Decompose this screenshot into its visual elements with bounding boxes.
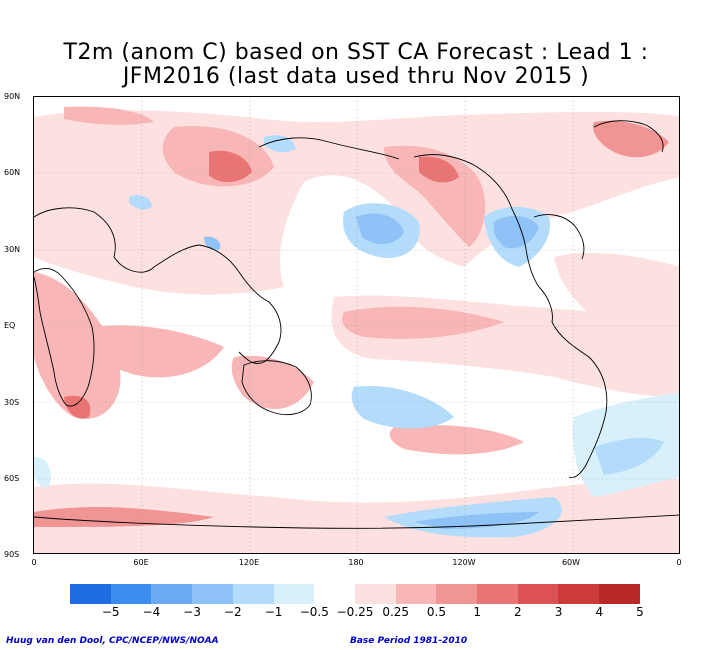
lon-label-0: 0 — [31, 558, 37, 567]
lat-label-30n: 30N — [4, 245, 21, 254]
cool-anomaly-regions — [34, 135, 679, 538]
colorbar-label: 0.25 — [382, 605, 410, 619]
lat-label-60n: 60N — [4, 168, 21, 177]
colorbar-label: 2 — [514, 605, 522, 619]
colorbar-swatch — [232, 584, 274, 604]
title-line-2: JFM2016 (last data used thru Nov 2015 ) — [122, 64, 590, 89]
footer-base-period: Base Period 1981-2010 — [350, 636, 468, 646]
lon-label-60w: 60W — [561, 558, 581, 567]
colorbar-label: −0.5 — [299, 605, 329, 619]
title-line-1: T2m (anom C) based on SST CA Forecast : … — [63, 40, 649, 65]
lat-label-30s: 30S — [4, 398, 20, 407]
colorbar-swatch — [354, 584, 396, 604]
colorbar-label: 3 — [554, 605, 563, 619]
colorbar-swatch — [273, 584, 315, 604]
colorbar-swatch — [151, 584, 193, 604]
graticule — [34, 97, 679, 553]
colorbar-swatch — [395, 584, 437, 604]
anomaly-map-svg — [34, 97, 679, 553]
colorbar-label: 4 — [595, 605, 604, 619]
lat-label-90n: 90N — [4, 92, 21, 101]
colorbar-swatch — [436, 584, 478, 604]
lon-label-120w: 120W — [452, 558, 476, 567]
colorbar-label: −5 — [101, 605, 120, 619]
warm-anomaly-regions — [34, 106, 679, 553]
colorbar-label: −4 — [142, 605, 161, 619]
coastlines — [34, 120, 679, 529]
colorbar-swatch — [70, 584, 111, 604]
colorbar-swatch — [599, 584, 640, 604]
colorbar-label: −0.25 — [336, 605, 374, 619]
colorbar-label: 5 — [636, 605, 644, 619]
colorbar-swatch — [110, 584, 152, 604]
lon-label-180: 180 — [348, 558, 364, 567]
colorbar-swatch — [517, 584, 559, 604]
colorbar-label: 1 — [473, 605, 481, 619]
colorbar-swatch — [192, 584, 233, 604]
lon-label-0-east: 0 — [676, 558, 682, 567]
colorbar-label: −2 — [223, 605, 242, 619]
lon-label-120e: 120E — [238, 558, 260, 567]
colorbar-label: −1 — [264, 605, 283, 619]
colorbar — [70, 584, 640, 604]
anomaly-map — [33, 96, 680, 554]
colorbar-swatch — [558, 584, 600, 604]
footer-credit: Huug van den Dool, CPC/NCEP/NWS/NOAA — [6, 636, 219, 646]
lat-label-90s: 90S — [4, 550, 20, 559]
lon-label-60e: 60E — [133, 558, 149, 567]
colorbar-label: −3 — [183, 605, 201, 619]
colorbar-swatch — [477, 584, 518, 604]
colorbar-label: 0.5 — [426, 605, 446, 619]
colorbar-swatch — [314, 584, 355, 604]
lat-label-60s: 60S — [4, 474, 20, 483]
lat-label-eq: EQ — [4, 321, 16, 330]
